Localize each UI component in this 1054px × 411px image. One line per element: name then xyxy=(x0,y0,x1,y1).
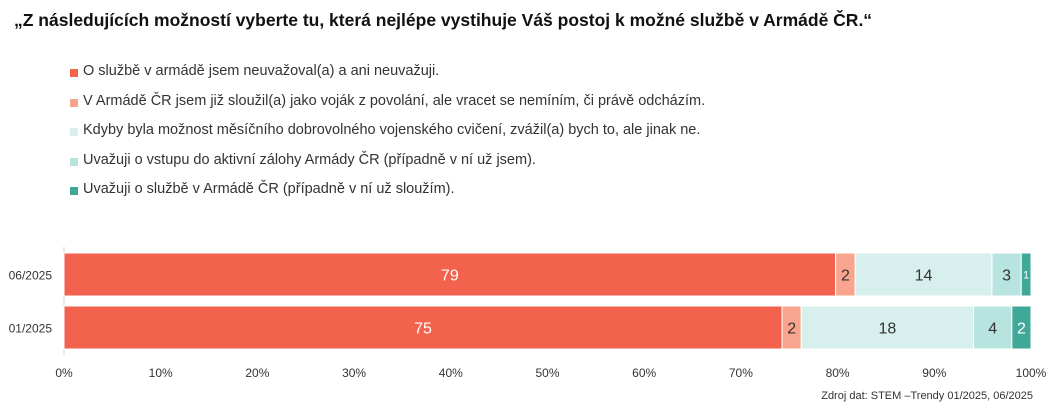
bar-segment xyxy=(1020,252,1032,297)
data-label: 1 xyxy=(1023,269,1029,281)
bar-segment xyxy=(800,305,975,350)
source-note: Zdroj dat: STEM –Trendy 01/2025, 06/2025 xyxy=(821,390,1033,402)
data-label: 2 xyxy=(787,320,796,337)
x-tick-label: 80% xyxy=(826,366,850,380)
category-label: 01/2025 xyxy=(9,322,53,336)
x-tick-label: 30% xyxy=(342,366,366,380)
data-label: 75 xyxy=(414,320,432,337)
data-label: 14 xyxy=(915,267,933,284)
x-tick-label: 50% xyxy=(535,366,559,380)
legend-label: V Armádě ČR jsem již sloužil(a) jako voj… xyxy=(83,92,706,109)
category-label: 06/2025 xyxy=(9,269,53,283)
chart-title: „Z následujících možností vyberte tu, kt… xyxy=(14,10,873,30)
data-label: 2 xyxy=(841,267,850,284)
legend-swatch xyxy=(70,69,78,77)
data-label: 18 xyxy=(878,320,896,337)
bar-segment xyxy=(991,252,1022,297)
legend-label: Uvažuji o službě v Armádě ČR (případně v… xyxy=(83,181,455,197)
data-label: 79 xyxy=(441,267,459,284)
legend-swatch xyxy=(70,128,78,136)
x-tick-label: 100% xyxy=(1016,366,1047,380)
x-tick-label: 90% xyxy=(922,366,946,380)
bar-segment xyxy=(63,252,837,297)
x-tick-label: 60% xyxy=(632,366,656,380)
x-tick-label: 40% xyxy=(439,366,463,380)
bar-segment xyxy=(973,305,1013,350)
bar-segment xyxy=(63,305,783,350)
data-label: 3 xyxy=(1002,267,1011,284)
x-tick-label: 10% xyxy=(149,366,173,380)
legend-swatch xyxy=(70,157,78,166)
bar-segment xyxy=(1011,305,1032,350)
legend-swatch xyxy=(70,98,78,107)
legend-label: Kdyby byla možnost měsíčního dobrovolnéh… xyxy=(83,122,701,138)
legend-swatch xyxy=(70,187,78,195)
x-tick-label: 20% xyxy=(245,366,269,380)
legend-label: O službě v armádě jsem neuvažoval(a) a a… xyxy=(83,63,440,79)
legend-label: Uvažuji o vstupu do aktivní zálohy Armád… xyxy=(83,151,536,168)
data-label: 4 xyxy=(988,320,997,337)
data-label: 2 xyxy=(1017,320,1026,337)
x-tick-label: 70% xyxy=(729,366,753,380)
x-tick-label: 0% xyxy=(55,366,73,380)
bar-segment xyxy=(854,252,993,297)
